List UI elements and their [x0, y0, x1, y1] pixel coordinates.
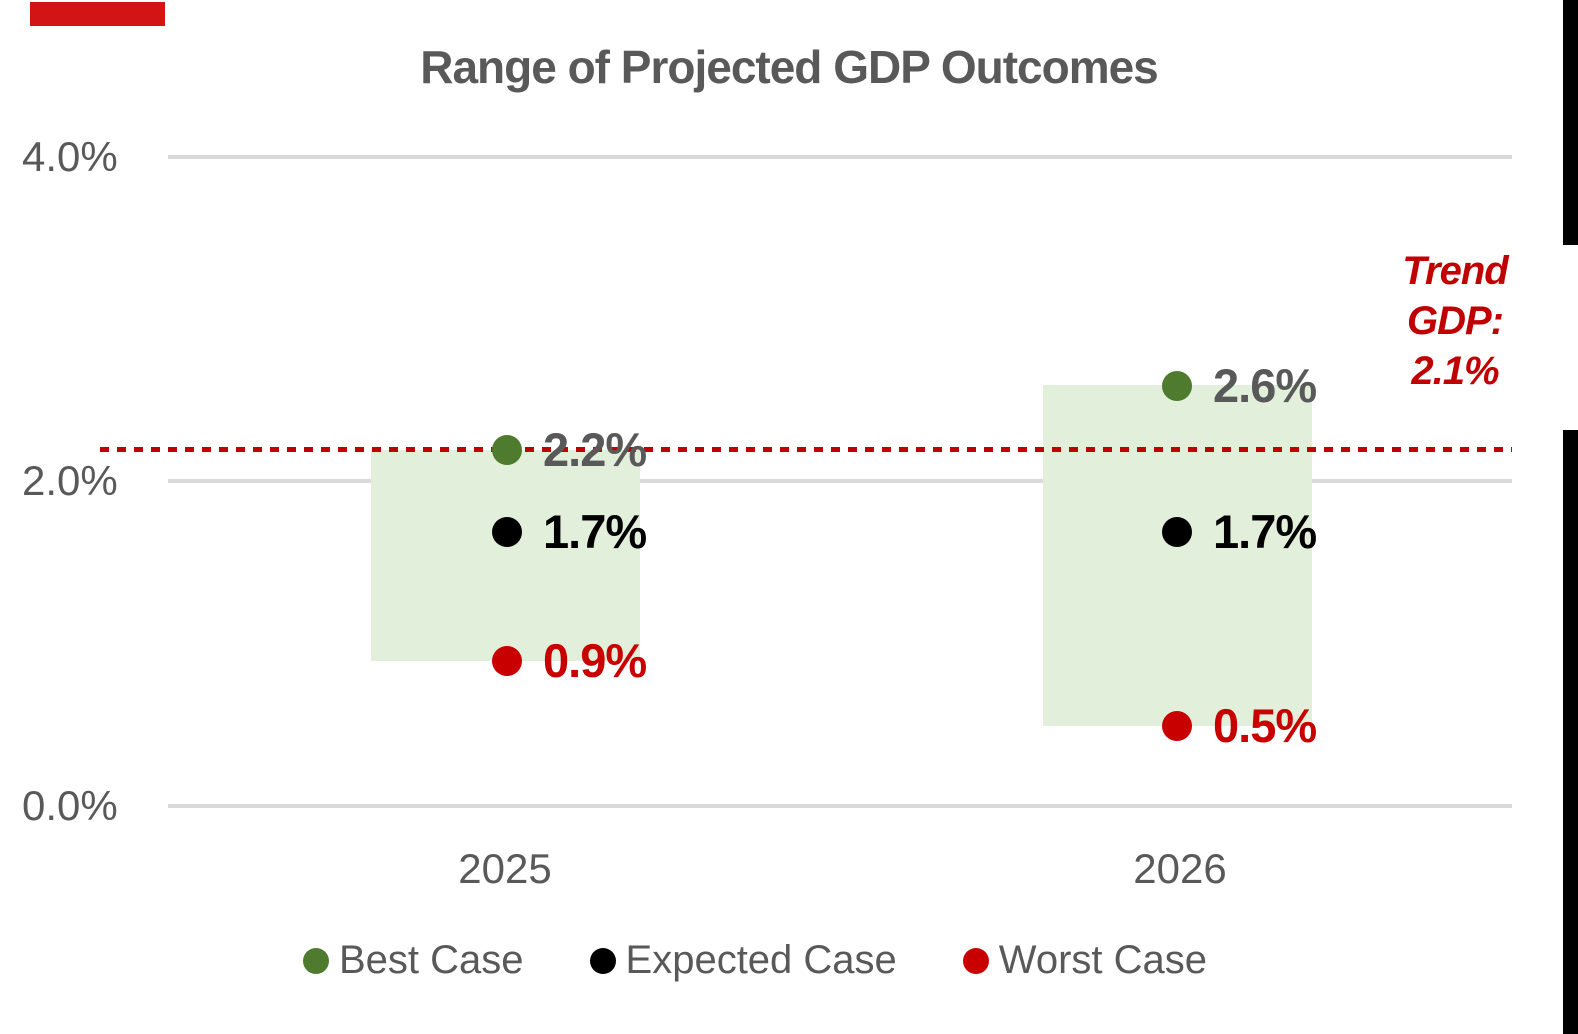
legend-item-expected-case: Expected Case	[589, 938, 897, 983]
best-case-dot-2026	[1162, 371, 1192, 401]
expected-case-dot-2026	[1162, 517, 1192, 547]
x-axis-label-2026: 2026	[1133, 845, 1227, 892]
legend-label: Best Case	[338, 938, 524, 982]
worst-case-value-2025: 0.9%	[543, 634, 647, 687]
best-case-dot-2025	[492, 435, 522, 465]
best-case-value-2026: 2.6%	[1213, 359, 1317, 412]
chart-title: Range of Projected GDP Outcomes	[420, 41, 1159, 93]
trend-annotation-line-2: GDP:	[1407, 299, 1504, 343]
legend: Best Case Expected Case Worst Case	[0, 938, 1510, 983]
legend-item-worst-case: Worst Case	[962, 938, 1207, 983]
best-case-value-2025: 2.2%	[543, 423, 647, 476]
right-edge-bar-top	[1563, 0, 1578, 245]
range-box-2026	[1043, 385, 1312, 726]
y-tick-label: 2.0%	[22, 457, 118, 504]
gridline-0pct	[168, 804, 1512, 808]
range-box-2025	[371, 450, 640, 661]
worst-case-legend-dot-icon	[962, 947, 989, 974]
x-axis-label-2025: 2025	[458, 845, 552, 892]
worst-case-dot-2026	[1162, 711, 1192, 741]
expected-case-value-2025: 1.7%	[543, 505, 647, 558]
expected-case-dot-2025	[492, 517, 522, 547]
trend-gdp-dashed-line	[100, 447, 1512, 452]
expected-case-value-2026: 1.7%	[1213, 505, 1317, 558]
gridline-2pct	[168, 479, 1512, 483]
trend-annotation-line-3: 2.1%	[1411, 349, 1499, 393]
right-edge-bar-bottom	[1563, 430, 1578, 1034]
legend-label: Worst Case	[998, 938, 1207, 982]
top-left-red-bar	[30, 2, 165, 26]
y-tick-label: 4.0%	[22, 133, 118, 180]
legend-label: Expected Case	[625, 938, 897, 982]
y-tick-label: 0.0%	[22, 782, 118, 829]
legend-item-best-case: Best Case	[302, 938, 524, 983]
gridline-4pct	[168, 155, 1512, 159]
best-case-legend-dot-icon	[302, 947, 329, 974]
trend-annotation-line-1: Trend	[1402, 249, 1508, 293]
worst-case-dot-2025	[492, 646, 522, 676]
worst-case-value-2026: 0.5%	[1213, 699, 1317, 752]
trend-gdp-annotation: Trend GDP: 2.1%	[1393, 246, 1517, 396]
expected-case-legend-dot-icon	[589, 947, 616, 974]
